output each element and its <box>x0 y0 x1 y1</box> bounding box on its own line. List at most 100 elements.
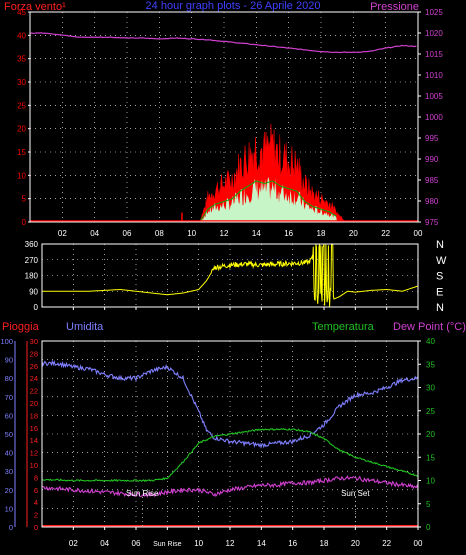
rain-tick-label: 14 <box>30 436 38 445</box>
humidity-temperature-panel: Sun Rise Sun Set0102030405060708090100024… <box>0 337 435 548</box>
pressure-tick-label: 980 <box>425 197 439 206</box>
pressure-tick-label: 1015 <box>425 50 443 59</box>
direction-compass-label: S <box>436 271 443 283</box>
direction-compass-label: E <box>436 286 443 298</box>
humidity-tick-label: 80 <box>5 374 13 383</box>
direction-compass-label: N <box>436 239 444 251</box>
time-tick-label: 06 <box>123 229 132 238</box>
direction-compass-label: W <box>436 255 447 267</box>
rain-tick-label: 0 <box>34 523 38 532</box>
rain-tick-label: 22 <box>30 387 38 396</box>
pressure-tick-label: 1005 <box>425 92 443 101</box>
humidity-tick-label: 70 <box>5 393 13 402</box>
rain-tick-label: 4 <box>34 498 38 507</box>
wind-tick-label: 0 <box>22 218 27 227</box>
direction-tick-label: 90 <box>29 287 38 296</box>
humidity-tick-label: 90 <box>5 356 13 365</box>
rain-tick-label: 20 <box>30 399 38 408</box>
rain-tick-label: 6 <box>34 486 38 495</box>
dewpoint-axis-label: Dew Point (°C) <box>393 321 466 333</box>
wind-tick-label: 40 <box>17 31 26 40</box>
wind-average-line <box>199 180 337 223</box>
temperature-tick-label: 10 <box>426 477 435 486</box>
direction-tick-label: 0 <box>34 303 39 312</box>
time-tick-label: Sun Rise <box>153 541 182 548</box>
humidity-tick-label: 50 <box>5 430 13 439</box>
time-tick-label: 00 <box>414 229 423 238</box>
direction-tick-label: 270 <box>25 256 39 265</box>
temperature-tick-label: 35 <box>426 360 435 369</box>
rain-tick-label: 30 <box>30 337 38 346</box>
pressure-tick-label: 1025 <box>425 8 443 17</box>
rain-tick-label: 24 <box>30 374 38 383</box>
time-tick-label: 22 <box>381 229 390 238</box>
time-tick-label: 06 <box>132 539 141 548</box>
rain-tick-label: 2 <box>34 511 38 520</box>
rain-tick-label: 16 <box>30 424 38 433</box>
temperature-tick-label: 15 <box>426 453 435 462</box>
rain-tick-label: 28 <box>30 349 38 358</box>
time-tick-label: 04 <box>90 229 99 238</box>
humidity-tick-label: 30 <box>5 467 13 476</box>
wind-tick-label: 15 <box>17 148 26 157</box>
time-tick-label: 12 <box>220 229 229 238</box>
wind-average-area <box>199 177 338 222</box>
direction-compass-label: N <box>436 302 444 314</box>
wind-pressure-panel: 0510152025303540459759809859909951000100… <box>17 8 443 238</box>
wind-tick-label: 20 <box>17 125 26 134</box>
wind-axis-label: Forza vento¹ <box>4 1 66 13</box>
rain-tick-label: 10 <box>30 461 38 470</box>
pressure-tick-label: 975 <box>425 218 439 227</box>
time-tick-label: 08 <box>155 229 164 238</box>
sunset-label: Sun Set <box>341 489 370 498</box>
humidity-line <box>41 359 419 449</box>
dewpoint-line <box>41 474 419 498</box>
pressure-tick-label: 1020 <box>425 29 443 38</box>
temperature-tick-label: 30 <box>426 384 435 393</box>
time-tick-label: 12 <box>226 539 235 548</box>
humidity-tick-label: 20 <box>5 486 13 495</box>
wind-direction-line <box>42 243 419 307</box>
pressure-axis-label: Pressione <box>370 1 419 13</box>
wind-tick-label: 35 <box>17 55 26 64</box>
time-tick-label: 16 <box>288 539 297 548</box>
time-tick-label: 16 <box>284 229 293 238</box>
pressure-line <box>29 32 417 54</box>
rain-tick-label: 8 <box>34 473 38 482</box>
time-tick-label: 04 <box>100 539 109 548</box>
time-tick-label: 18 <box>320 539 329 548</box>
time-tick-label: 02 <box>69 539 78 548</box>
humidity-tick-label: 100 <box>0 337 13 346</box>
rain-tick-label: 26 <box>30 362 38 371</box>
pressure-tick-label: 985 <box>425 176 439 185</box>
humidity-tick-label: 0 <box>9 523 13 532</box>
pressure-tick-label: 990 <box>425 155 439 164</box>
temperature-tick-label: 0 <box>426 523 431 532</box>
sunrise-label: Sun Rise <box>126 489 159 498</box>
pressure-tick-label: 1010 <box>425 71 443 80</box>
direction-tick-label: 360 <box>25 240 39 249</box>
direction-tick-label: 180 <box>25 272 39 281</box>
time-tick-label: 22 <box>382 539 391 548</box>
humidity-tick-label: 10 <box>5 504 13 513</box>
humidity-tick-label: 60 <box>5 411 13 420</box>
wind-tick-label: 45 <box>17 8 26 17</box>
time-tick-label: 18 <box>317 229 326 238</box>
rain-tick-label: 18 <box>30 411 38 420</box>
wind-tick-label: 25 <box>17 101 26 110</box>
humidity-axis-label: Umidita <box>66 321 104 333</box>
time-tick-label: 20 <box>351 539 360 548</box>
temperature-tick-label: 20 <box>426 430 435 439</box>
pressure-tick-label: 1000 <box>425 113 443 122</box>
chart-title: 24 hour graph plots - 26 Aprile 2020 <box>146 0 321 12</box>
time-tick-label: 10 <box>187 229 196 238</box>
pressure-tick-label: 995 <box>425 134 439 143</box>
temperature-line <box>41 427 419 483</box>
temperature-tick-label: 40 <box>426 337 435 346</box>
temperature-tick-label: 5 <box>426 500 431 509</box>
humidity-tick-label: 40 <box>5 449 13 458</box>
time-tick-label: 10 <box>194 539 203 548</box>
